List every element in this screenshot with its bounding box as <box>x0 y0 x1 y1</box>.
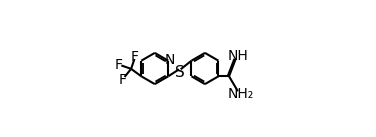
Text: F: F <box>115 58 123 72</box>
Text: F: F <box>130 50 138 64</box>
Text: N: N <box>165 53 175 67</box>
Text: NH₂: NH₂ <box>228 87 255 101</box>
Text: S: S <box>175 65 185 80</box>
Text: F: F <box>119 73 127 87</box>
Text: NH: NH <box>227 49 249 63</box>
